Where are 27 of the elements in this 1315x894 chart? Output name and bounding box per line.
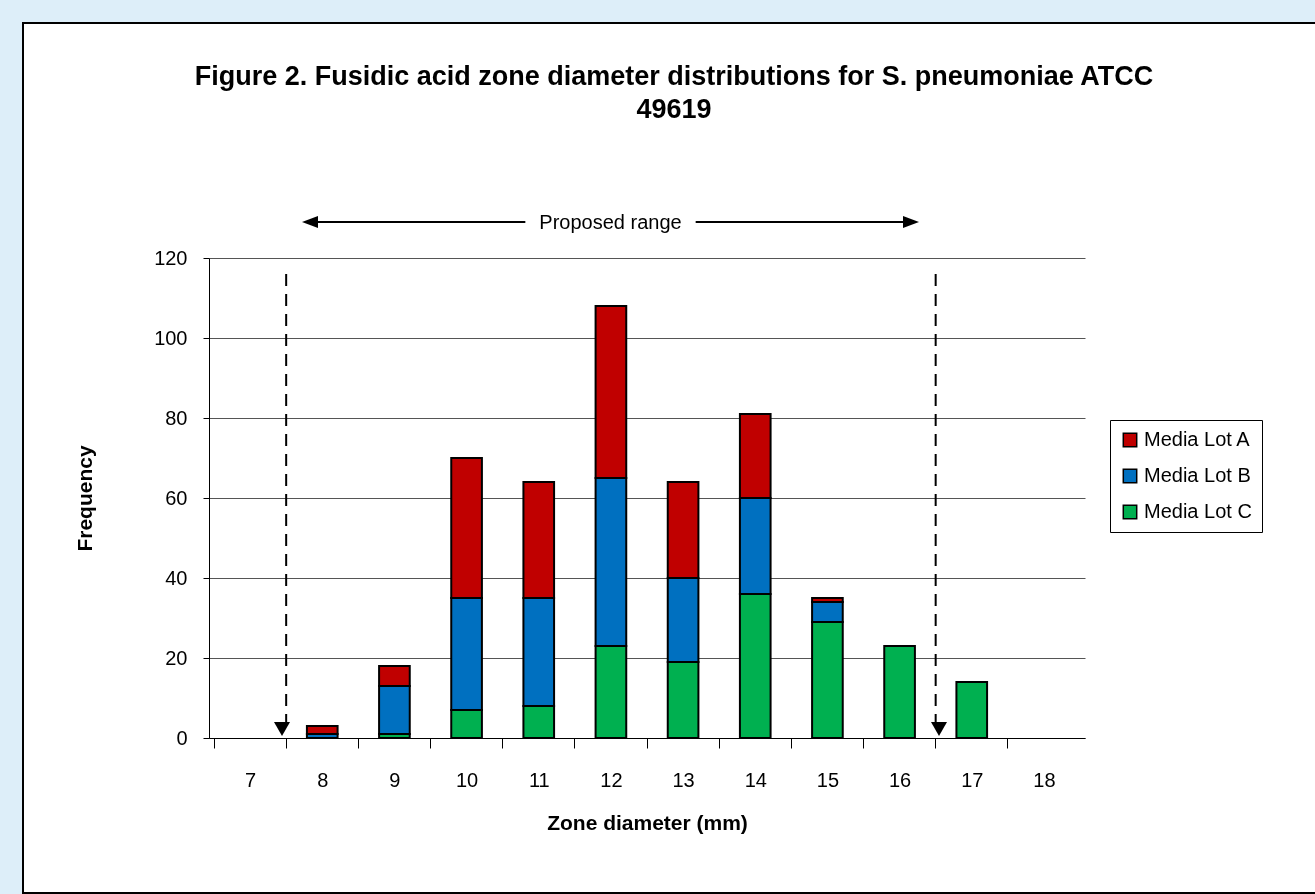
x-tick-label: 18 (1033, 768, 1056, 791)
y-tick-label: 20 (165, 646, 188, 669)
x-tick-label: 12 (600, 768, 623, 791)
y-tick-label: 60 (165, 486, 188, 509)
legend-label: Media Lot A (1144, 428, 1251, 450)
x-tick-label: 13 (672, 768, 695, 791)
x-tick-label: 17 (961, 768, 984, 791)
bar (305, 725, 339, 735)
text: Proposed range (539, 211, 682, 233)
legend-label: Media Lot B (1144, 464, 1251, 486)
x-tick-label: 10 (455, 768, 479, 791)
x-tick-label: 11 (528, 768, 550, 791)
x-tick-label: 9 (389, 768, 401, 791)
y-tick-label: 100 (154, 326, 188, 349)
x-axis-title: Zone diameter (mm) (547, 810, 748, 834)
y-tick-label: 120 (154, 246, 188, 269)
x-tick-label: 15 (816, 768, 840, 791)
y-axis-title: Frequency (73, 445, 97, 552)
y-tick-label: 80 (165, 406, 188, 429)
y-tick-label: 0 (176, 726, 188, 749)
x-tick-label: 14 (744, 768, 767, 791)
legend-label: Media Lot C (1144, 500, 1252, 522)
y-tick-label: 40 (165, 566, 188, 589)
x-tick-label: 16 (888, 768, 912, 791)
chart-title: Figure 2. Fusidic acid zone diameter distributions for S. pneumoniae ATCC 49619 (193, 60, 1155, 126)
x-tick-label: 8 (317, 768, 329, 791)
x-tick-label: 7 (245, 768, 257, 791)
